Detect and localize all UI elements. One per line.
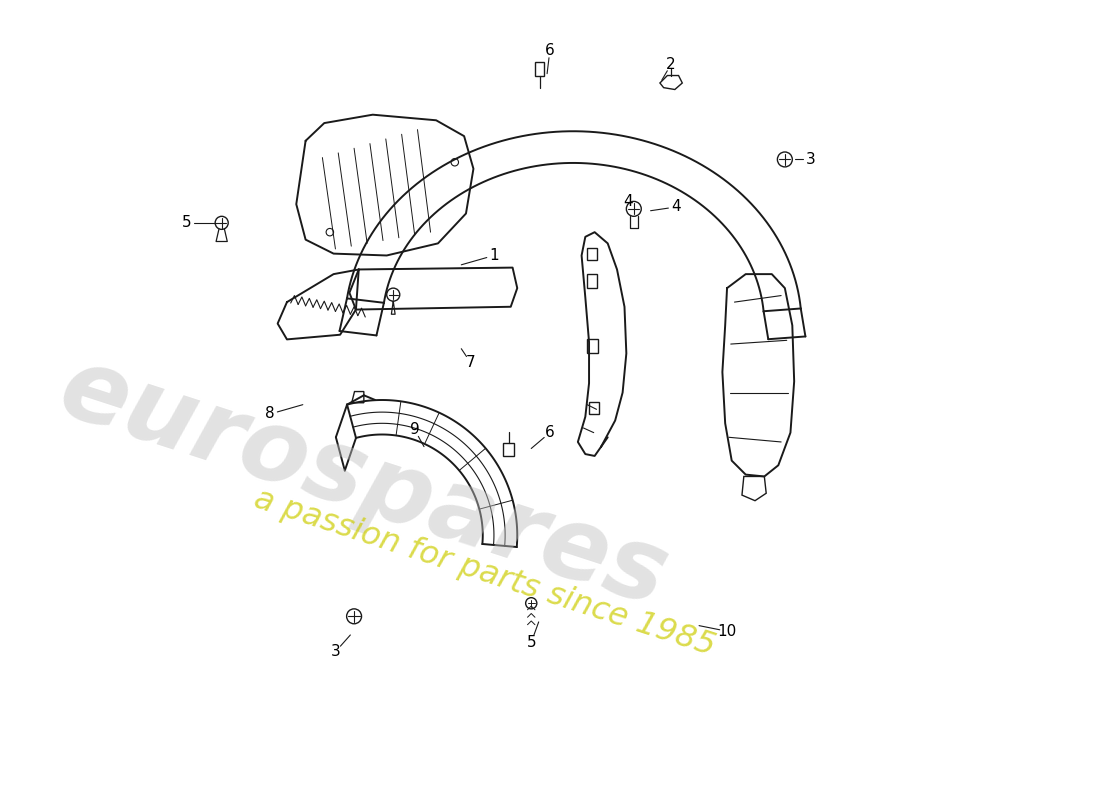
Text: a passion for parts since 1985: a passion for parts since 1985 xyxy=(250,483,719,662)
Text: 6: 6 xyxy=(544,43,554,58)
Text: 5: 5 xyxy=(182,215,191,230)
Text: 10: 10 xyxy=(717,624,737,638)
Text: 4: 4 xyxy=(671,199,681,214)
Text: 8: 8 xyxy=(265,406,275,422)
Text: 5: 5 xyxy=(527,635,536,650)
Text: 3: 3 xyxy=(806,152,816,167)
Text: 1: 1 xyxy=(490,248,498,263)
Text: 3: 3 xyxy=(331,644,340,659)
Text: 9: 9 xyxy=(410,422,419,438)
Text: eurospares: eurospares xyxy=(47,340,679,628)
Text: 6: 6 xyxy=(544,425,554,440)
Text: 7: 7 xyxy=(465,355,475,370)
Text: 4: 4 xyxy=(624,194,632,209)
Text: 2: 2 xyxy=(667,57,675,72)
